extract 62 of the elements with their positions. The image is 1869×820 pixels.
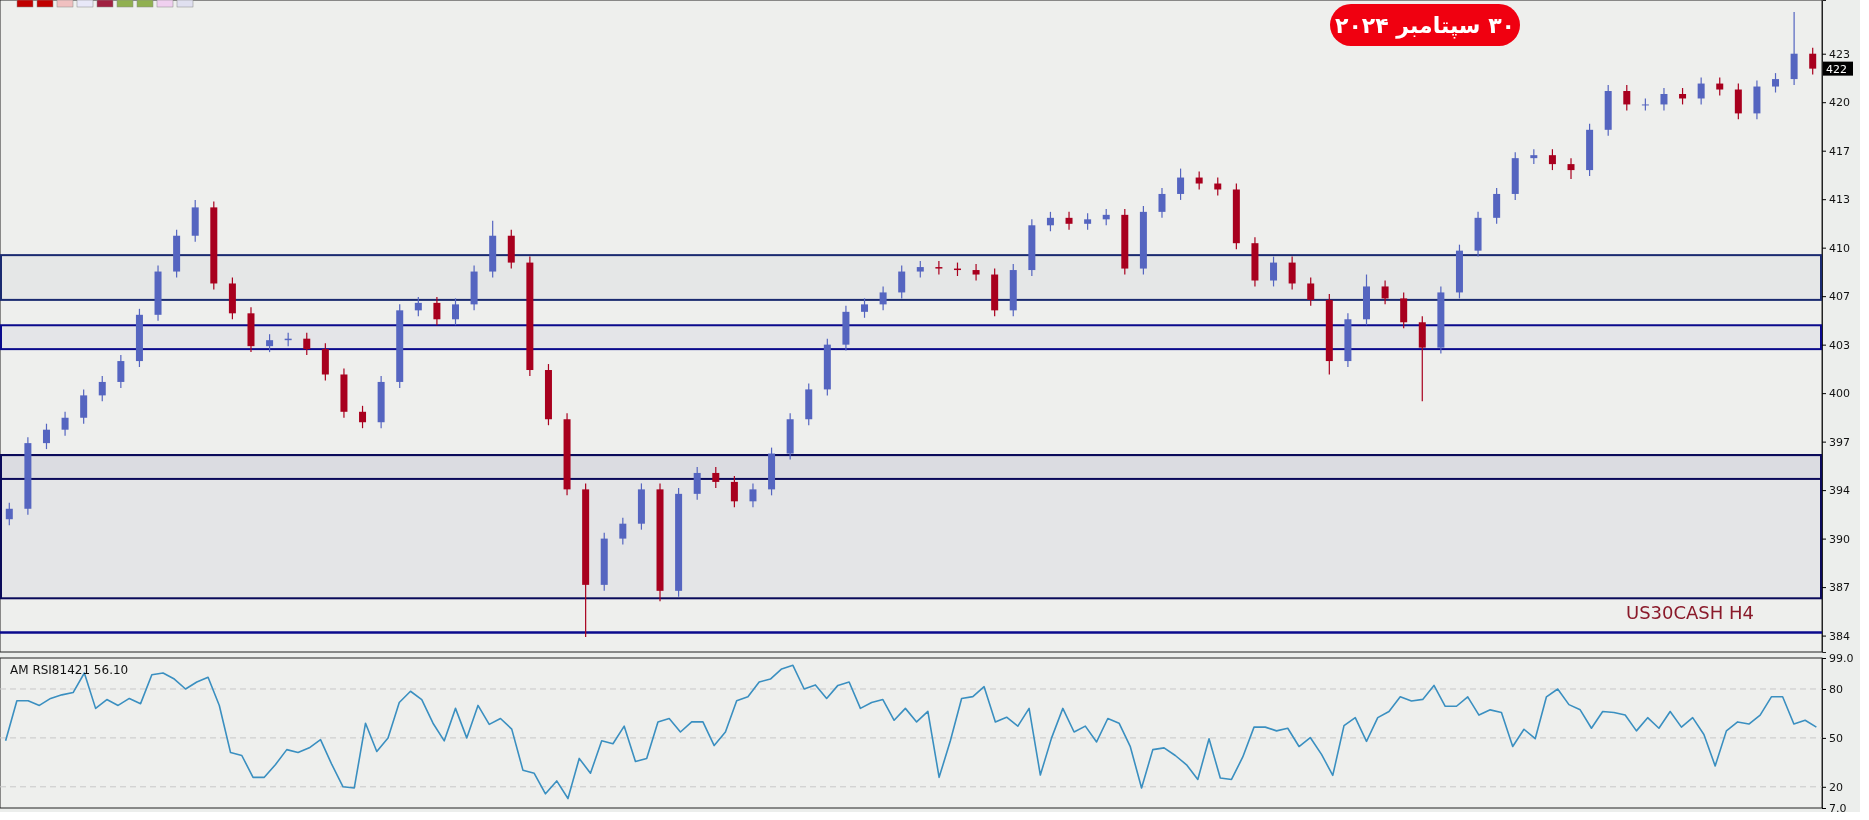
y-tick-label: 403 — [1829, 338, 1850, 352]
y-tick-label: 420 — [1829, 96, 1850, 110]
candlestick — [1065, 211, 1073, 231]
candlestick — [1158, 187, 1166, 219]
candlestick — [712, 466, 720, 489]
y-tick-label: 387 — [1829, 581, 1850, 595]
candlestick — [80, 388, 88, 425]
annotation: US30CASH H4 — [1625, 602, 1755, 623]
candlestick — [1548, 148, 1556, 171]
chart-title: AM RSI81421 56.10 — [10, 663, 129, 677]
candlestick — [1809, 47, 1817, 76]
candlestick — [452, 297, 459, 326]
candlestick — [414, 296, 422, 317]
candlestick — [5, 502, 13, 526]
candlestick — [619, 517, 627, 546]
y-tick-label: 400 — [1829, 387, 1850, 401]
candlestick — [1660, 87, 1668, 112]
y-tick-label: 390 — [1829, 532, 1850, 546]
candlestick — [303, 332, 311, 356]
y-tick-label: 410 — [1829, 241, 1850, 255]
candlestick — [1177, 167, 1185, 201]
y-tick-label: 80 — [1829, 683, 1843, 696]
candlestick — [1307, 276, 1315, 307]
y-tick-label: 99.0 — [1829, 652, 1854, 666]
y-tick-label: 7.0 — [1829, 802, 1847, 816]
y-tick-label: 50 — [1829, 731, 1843, 745]
candlestick — [1772, 72, 1780, 94]
candlestick — [749, 482, 757, 508]
annotation: ۳۰ سپتامبر ۲۰۲۴ — [1334, 13, 1516, 39]
candlestick — [1734, 82, 1742, 120]
annotation: 422 — [1826, 62, 1847, 76]
y-tick-label: 20 — [1829, 780, 1843, 794]
candlestick — [693, 466, 701, 501]
candlestick — [898, 264, 906, 299]
y-tick-label: 384 — [1829, 629, 1850, 643]
candlestick — [117, 354, 125, 389]
candlestick — [879, 285, 887, 311]
candlestick — [730, 475, 738, 508]
candlestick — [972, 263, 980, 282]
candlestick — [861, 297, 869, 319]
candlestick — [1623, 84, 1631, 112]
candlestick — [1697, 76, 1705, 106]
y-tick-label: 423 — [1829, 47, 1850, 61]
candlestick — [98, 375, 106, 402]
candlestick — [1567, 157, 1575, 180]
y-tick-label: 397 — [1829, 435, 1850, 449]
candlestick — [1046, 211, 1054, 232]
line-series — [4, 664, 1818, 800]
candlestick — [433, 296, 441, 326]
y-tick-label: 407 — [1829, 290, 1850, 304]
candlestick — [1270, 256, 1278, 288]
candlestick — [1400, 291, 1408, 329]
candlestick — [1381, 279, 1389, 305]
y-tick-label: 394 — [1829, 484, 1850, 498]
candlestick — [1493, 187, 1501, 225]
y-tick-label: 417 — [1829, 144, 1850, 158]
candlestick — [935, 260, 943, 276]
candlestick — [1288, 256, 1296, 291]
candlestick — [61, 411, 69, 437]
y-tick-label: 413 — [1829, 193, 1850, 207]
candlestick — [359, 405, 367, 429]
candlestick — [42, 423, 50, 450]
